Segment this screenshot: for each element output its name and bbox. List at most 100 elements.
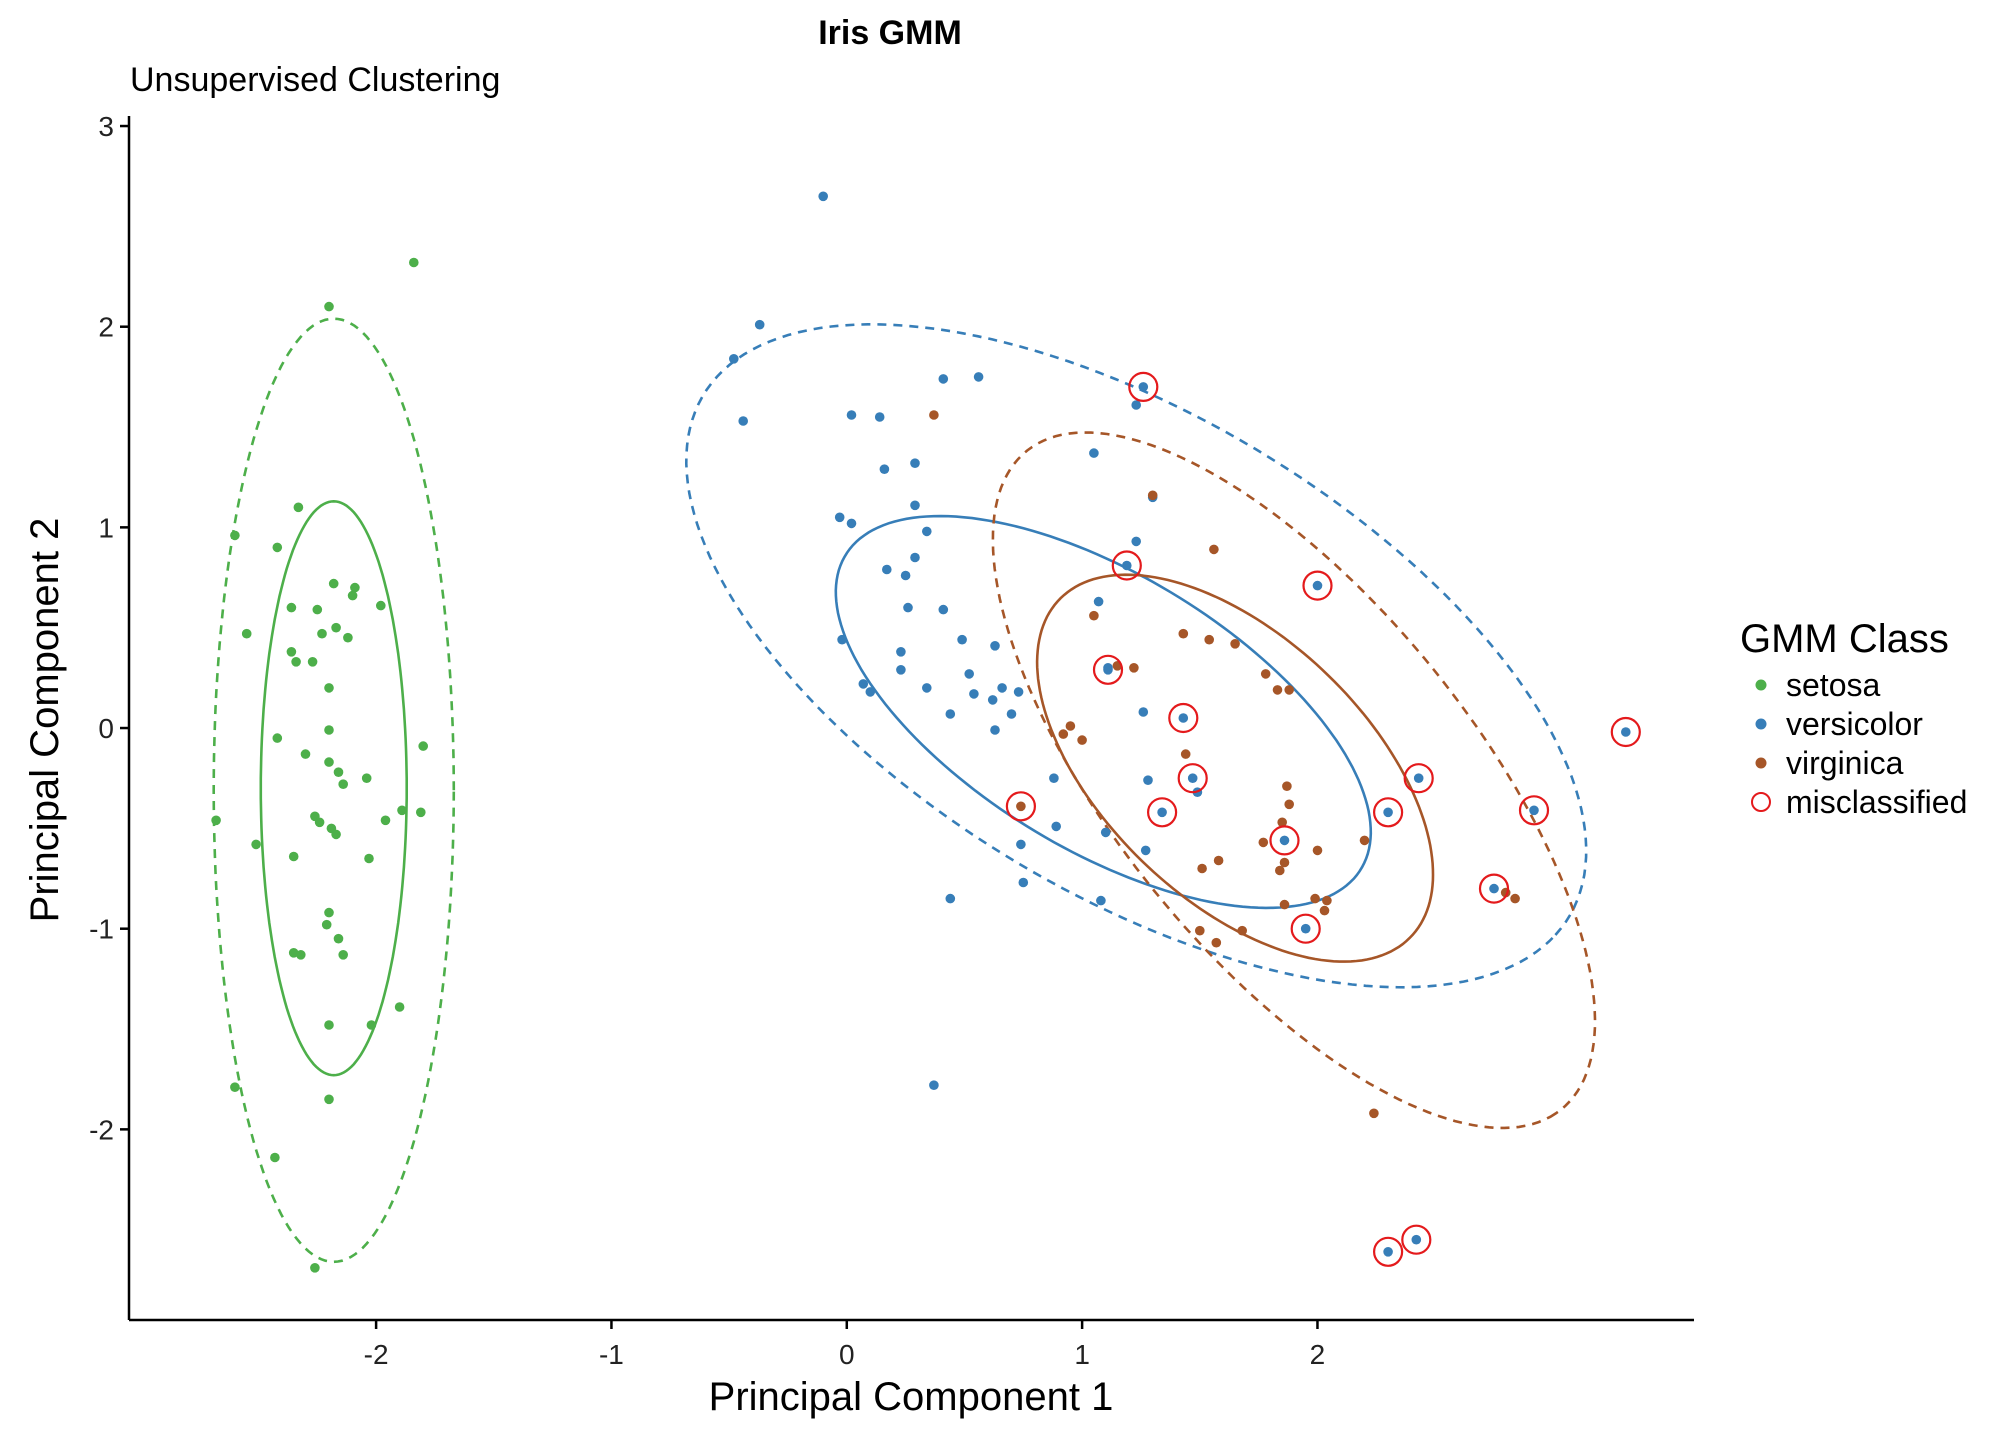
setosa-point (211, 815, 221, 826)
setosa-point (312, 604, 323, 615)
versicolor-point (973, 372, 984, 382)
misclassified-point (1122, 560, 1132, 571)
misclassified-point (1383, 807, 1393, 818)
setosa-point (321, 919, 332, 930)
setosa-point (416, 807, 426, 818)
x-tick-label: -2 (364, 1339, 389, 1370)
legend-key-setosa (1755, 679, 1767, 691)
virginica-point (1178, 628, 1189, 639)
misclassified-marker (1302, 570, 1333, 601)
legend-key-versicolor (1755, 718, 1767, 730)
versicolor-point (957, 634, 967, 645)
misclassified-point (1187, 773, 1198, 783)
versicolor-point (834, 512, 845, 523)
versicolor-point (879, 464, 890, 475)
virginica-point (1195, 925, 1205, 936)
misclassified-marker (1128, 371, 1159, 402)
virginica-ellipse-dashed (991, 431, 1597, 1130)
versicolor-point (865, 687, 876, 697)
misclassified-point (1279, 835, 1290, 846)
setosa-point (286, 647, 297, 657)
misclassified-point (1489, 883, 1499, 894)
y-axis-title: Principal Component 2 (23, 518, 67, 923)
virginica-point (1272, 685, 1283, 695)
versicolor-point (922, 683, 932, 693)
versicolor-point (818, 191, 828, 202)
virginica-point (1180, 749, 1191, 759)
virginica-point (1237, 925, 1247, 936)
setosa-point (331, 622, 341, 633)
legend-label-setosa: setosa (1786, 667, 1880, 703)
versicolor-point (1016, 839, 1026, 850)
versicolor-point (910, 500, 920, 511)
x-tick-label: -1 (599, 1339, 624, 1370)
setosa-point (366, 1020, 377, 1030)
versicolor-point (1131, 400, 1141, 410)
setosa-point (331, 829, 341, 840)
setosa-point (230, 1082, 240, 1092)
versicolor-point (1093, 596, 1104, 607)
setosa-point (338, 950, 349, 960)
versicolor-point (938, 374, 949, 384)
setosa-point (350, 582, 360, 593)
legend-label-virginica: virginica (1786, 745, 1904, 781)
plot-area (211, 191, 1641, 1273)
misclassified-marker (1372, 797, 1404, 828)
setosa-point (300, 749, 311, 759)
virginica-point (1510, 893, 1520, 904)
versicolor-point (729, 354, 739, 364)
misclassified-marker (1092, 654, 1124, 685)
chart-subtitle: Unsupervised Clustering (130, 61, 500, 99)
versicolor-point (738, 416, 748, 426)
versicolor-point (1018, 877, 1029, 888)
misclassified-layer (1005, 371, 1641, 1267)
setosa-point (307, 657, 318, 667)
y-tick-label: 1 (98, 512, 114, 543)
versicolor-point (900, 570, 911, 581)
virginica-point (1230, 639, 1240, 649)
virginica-point (1282, 781, 1292, 791)
versicolor-point (1096, 895, 1106, 906)
setosa-point (324, 1020, 334, 1030)
setosa-point (251, 839, 261, 850)
setosa-point (394, 1002, 405, 1012)
virginica-point (1310, 893, 1320, 904)
versicolor-point (1100, 827, 1111, 838)
chart-title: Iris GMM (818, 14, 962, 52)
versicolor-point (929, 1080, 939, 1090)
setosa-point (324, 301, 334, 312)
versicolor-point (1089, 448, 1099, 458)
virginica-point (1359, 835, 1370, 846)
misclassified-marker (1290, 913, 1321, 944)
misclassified-marker (1372, 1236, 1404, 1267)
misclassified-marker (1610, 716, 1641, 748)
setosa-point (328, 578, 339, 589)
versicolor-point (945, 709, 956, 719)
versicolor-ellipse-solid (834, 514, 1373, 910)
setosa-point (397, 805, 407, 816)
setosa-point (270, 1152, 280, 1163)
versicolor-point (896, 665, 906, 675)
versicolor-point (964, 669, 974, 679)
virginica-point (1089, 610, 1099, 621)
legend-title: GMM Class (1740, 617, 1949, 661)
legend-key-virginica (1755, 757, 1767, 769)
setosa-point (343, 632, 353, 643)
versicolor-point (1143, 775, 1153, 785)
versicolor-point (1138, 707, 1149, 717)
misclassified-point (1312, 580, 1323, 591)
versicolor-point (910, 552, 920, 563)
misclassified-marker (1478, 873, 1510, 904)
versicolor-point (882, 564, 892, 575)
versicolor-ellipse-dashed (684, 322, 1588, 989)
y-tick-label: 0 (98, 713, 114, 744)
misclassified-point (1178, 713, 1189, 723)
legend-key-misclassified (1751, 792, 1771, 812)
versicolor-point (858, 679, 869, 689)
virginica-point (1209, 544, 1219, 555)
versicolor-point (1131, 536, 1141, 547)
versicolor-point (1049, 773, 1059, 783)
misclassified-point (1529, 805, 1539, 816)
misclassified-point (1138, 382, 1149, 392)
